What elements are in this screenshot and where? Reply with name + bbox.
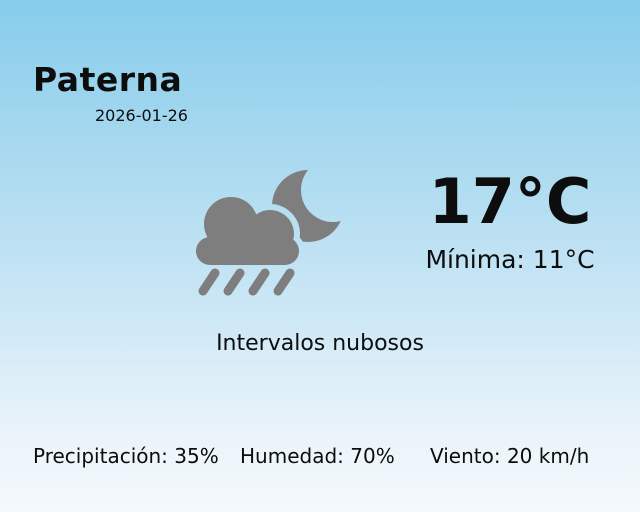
minimum-temperature: Mínima: 11°C [425,245,595,274]
rain-strokes [198,268,295,296]
date-label: 2026-01-26 [95,106,188,125]
precipitation-stat: Precipitación: 35% [33,444,219,468]
condition-text: Intervalos nubosos [216,331,424,356]
stats-row: Precipitación: 35% Humedad: 70% Viento: … [0,444,640,474]
temperature-value: 17°C [428,165,592,238]
night-showers-cloud-moon-icon [185,160,345,305]
page-title: Paterna [33,60,183,99]
humidity-stat: Humedad: 70% [240,444,395,468]
wind-stat: Viento: 20 km/h [430,444,590,468]
